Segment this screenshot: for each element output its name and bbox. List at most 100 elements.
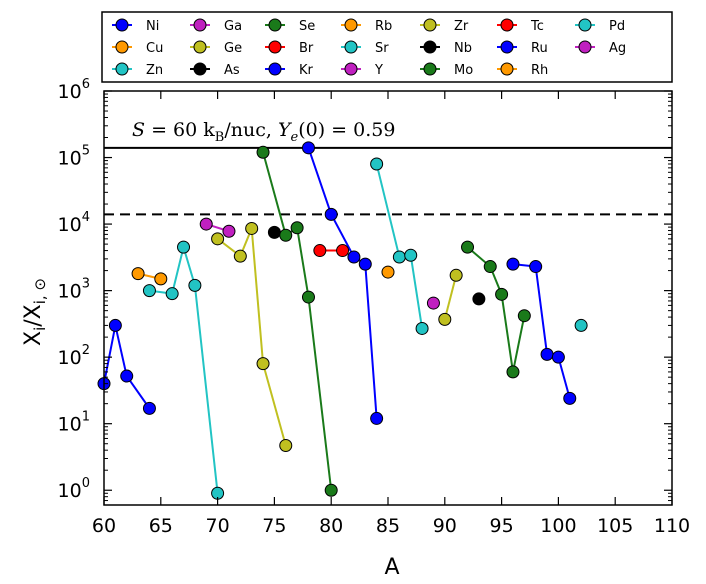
data-point-cu [154,272,168,286]
y-tick-labels: 100 101 102 103 104 105 106 [58,77,90,502]
x-tick-labels: 60 65 70 75 80 85 90 95 100 105 110 [92,515,690,537]
series-line-ni [103,325,151,409]
legend-label-nb: Nb [454,41,472,56]
legend-marker-sr [344,40,358,54]
data-point-mo [517,309,531,323]
reference-lines [104,146,672,216]
legend-label-mo: Mo [454,63,473,78]
series-points [97,141,588,500]
legend-marker-ni [115,18,129,32]
data-point-ge [245,221,259,235]
data-point-cu [131,267,145,281]
data-point-se [301,290,315,304]
data-point-zr [449,268,463,282]
data-point-se [290,221,304,235]
data-point-pd [574,318,588,332]
data-point-se [256,145,270,159]
x-tick-label: 75 [262,515,286,537]
legend-label-ge: Ge [224,41,242,56]
data-point-sr [415,321,429,335]
legend-marker-ru [500,40,514,54]
data-point-rb [381,265,395,279]
x-tick-label: 70 [206,515,230,537]
data-point-sr [392,250,406,264]
data-point-ga [222,224,236,238]
legend-marker-ga [193,18,207,32]
legend-label-pd: Pd [609,19,625,34]
legend-label-zn: Zn [146,63,163,78]
data-point-ru [563,391,577,405]
legend-label-tc: Tc [530,19,544,34]
data-point-ni [142,401,156,415]
data-point-ga [199,217,213,231]
legend-marker-zn [115,62,129,76]
legend-marker-mo [423,62,437,76]
data-point-br [336,244,350,258]
x-tick-label: 110 [654,515,690,537]
data-point-mo [483,260,497,274]
data-point-zn [188,278,202,292]
legend-label-ru: Ru [531,41,548,56]
y-tick-label: 104 [58,210,90,236]
legend-marker-y [344,62,358,76]
x-axis-title: A [384,555,399,580]
data-point-mo [461,240,475,254]
legend-marker-tc [500,18,514,32]
series-line-zr [443,275,458,320]
legend-label-ga: Ga [224,19,242,34]
legend-label-ni: Ni [146,19,159,34]
legend-label-se: Se [299,19,315,34]
data-point-kr [358,257,372,271]
data-point-kr [324,207,338,221]
chart-annotation: S = 60 kB/nuc, Ye(0) = 0.59 [132,119,395,145]
legend-label-as: As [224,63,240,78]
data-point-y [426,296,440,310]
data-point-as [267,225,281,239]
data-point-se [324,483,338,497]
x-tick-label: 90 [433,515,457,537]
x-tick-label: 105 [597,515,633,537]
data-point-mo [506,365,520,379]
legend-label-cu: Cu [146,41,163,56]
y-tick-label: 100 [58,476,90,502]
data-point-zr [438,312,452,326]
data-point-zn [177,240,191,254]
data-point-zn [165,287,179,301]
legend-marker-ag [578,40,592,54]
x-tick-label: 80 [319,515,343,537]
data-point-kr [301,141,315,155]
legend-marker-se [268,18,282,32]
legend: Ni Cu Zn Ga Ge As Se Br Kr Rb Sr Y Zr Nb Mo Tc Ru Rh Pd Ag [101,11,673,83]
y-tick-label: 103 [58,277,90,303]
legend-label-rb: Rb [375,19,392,34]
data-point-nb [472,292,486,306]
data-point-ni [120,369,134,383]
y-axis-title: Xi/Xi, ⊙ [21,278,49,346]
x-tick-label: 65 [149,515,173,537]
legend-marker-br [268,40,282,54]
legend-label-sr: Sr [375,41,389,56]
data-point-ru [551,350,565,364]
legend-marker-nb [423,40,437,54]
legend-label-ag: Ag [609,41,626,56]
y-tick-label: 101 [58,410,90,436]
y-tick-label: 106 [58,77,90,103]
plot-frame [104,91,672,505]
legend-marker-pd [578,18,592,32]
legend-marker-rb [344,18,358,32]
y-tick-label: 102 [58,343,90,369]
legend-marker-kr [268,62,282,76]
data-point-ru [529,260,543,274]
legend-label-rh: Rh [531,63,548,78]
x-tick-label: 85 [376,515,400,537]
data-point-se [279,228,293,242]
legend-marker-ge [193,40,207,54]
data-point-mo [495,287,509,301]
data-point-ge [233,249,247,263]
legend-marker-rh [500,62,514,76]
axis-ticks [103,90,673,505]
x-tick-label: 60 [92,515,116,537]
data-point-ge [279,439,293,453]
legend-marker-zr [423,18,437,32]
